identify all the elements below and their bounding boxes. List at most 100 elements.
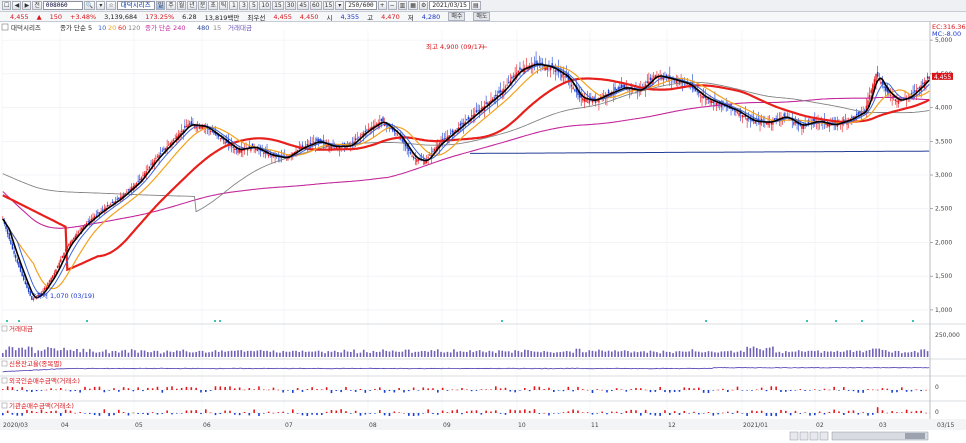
calendar-icon[interactable]: ▤ [470,1,481,10]
grid-icon[interactable]: ▦ [408,1,418,10]
candle-body [187,124,189,128]
horizontal-scrollbar[interactable] [831,431,929,441]
market-select[interactable]: 전 [32,1,42,10]
candle-body [238,149,241,153]
legend-checkbox-icon[interactable] [1,23,9,31]
volume-bar [704,352,707,357]
net-buy-bar [852,410,855,413]
net-buy-bar [50,411,52,413]
legend-ma120: 120 [128,24,140,32]
volume-bar [778,351,781,357]
period-tick-button[interactable]: 틱 [218,1,229,10]
bookmark-icon[interactable]: ☆ [106,1,116,10]
volume-bar [362,349,365,357]
reset-icon[interactable] [819,431,829,441]
volume-bar [333,350,336,357]
interval-1-button[interactable]: 1 [229,1,239,10]
net-buy-bar [804,412,806,414]
candle-body [888,90,890,94]
count-input[interactable]: 250/600 [345,1,377,10]
zoom-out-icon[interactable]: − [387,1,397,10]
interval-15-button[interactable]: 15 [272,1,284,10]
candle-body [733,109,735,111]
volume-bar [456,351,458,357]
period-second-button[interactable]: 초 [208,1,218,10]
scroll-left-icon[interactable] [789,431,799,441]
candle-body [685,83,687,85]
net-buy-bar [480,413,483,415]
arrow-right-icon[interactable]: ▶ [22,1,32,10]
candle-body [380,118,383,122]
history-icon[interactable]: ▾ [96,1,106,10]
net-buy-bar [524,387,526,390]
interval-5-button[interactable]: 5 [249,1,259,10]
net-buy-bar [272,387,275,390]
interval-45-button[interactable]: 45 [297,1,309,10]
panel-checkbox-icon[interactable] [1,360,8,367]
legend-trade-amount: 거래대금 [228,23,252,32]
candle-body [872,84,874,94]
quote-bar: 4,455 ▲ 150 +3.48% 3,139,684 173.25% 6.2… [0,12,966,22]
candle-body [451,130,454,133]
period-minute-button[interactable]: 분 [197,1,208,10]
chart-type-icon[interactable]: ▥ [397,1,408,10]
net-buy-bar [891,411,893,413]
stock-code-input[interactable]: 008060 [42,1,83,10]
sell-tag[interactable]: 매도 [473,12,491,21]
interval-60-button[interactable]: 60 [309,1,322,10]
panel-checkbox-icon[interactable] [1,402,8,409]
net-buy-bar [838,411,840,413]
volume-bar [185,351,188,357]
period-year-button[interactable]: 년 [187,1,197,10]
net-buy-bar [872,413,874,415]
legend-title: 대덕시리즈 [11,23,41,32]
candle-body [159,153,162,154]
arrow-left-icon[interactable]: ◀ [12,1,22,10]
net-buy-bar [480,389,483,390]
volume-bar [375,351,378,357]
date-input[interactable]: 2021/03/15 [429,1,470,10]
search-icon[interactable]: 🔍 [83,1,96,10]
stock-chart[interactable]: 거래대금 250,000 신용잔고율(종목별) 외국인순매수금액(거래소) 0 기관순매수… [0,22,966,443]
period-month-button[interactable]: 월 [176,1,187,10]
interval-3-button[interactable]: 3 [239,1,249,10]
net-buy-bar [838,390,840,391]
zoom-chart-icon[interactable] [809,431,819,441]
scrollbar-thumb[interactable] [905,433,925,439]
period-week-button[interactable]: 주 [166,1,176,10]
net-buy-bar [514,390,516,393]
interval-10-button[interactable]: 10 [259,1,272,10]
buy-tag[interactable]: 매수 [448,12,466,21]
interval-30-button[interactable]: 30 [284,1,297,10]
volume-bar [855,350,858,357]
x-tick-label: 02 [816,422,824,429]
net-buy-bar [388,413,391,417]
interval-custom-button[interactable]: 15 [322,1,335,10]
candle-body [19,265,22,272]
net-buy-bar [466,411,468,413]
settings-icon[interactable]: ⚙ [418,1,429,10]
candle-body [667,78,669,80]
volume-bar [504,351,507,357]
volume-bar [37,350,40,357]
panel-checkbox-icon[interactable] [1,325,8,332]
volume-bar [839,351,842,357]
net-buy-bar [69,390,72,392]
zoom-in-icon[interactable]: + [377,1,387,10]
corner-top-label: EC:316.36 [932,23,966,31]
panel-checkbox-icon[interactable] [1,377,8,384]
candle-body [855,113,858,116]
candle-body [52,275,54,279]
menu-icon[interactable]: ☐ [2,1,12,10]
scroll-right-icon[interactable] [799,431,809,441]
candle-body [53,272,56,276]
candle-body [495,94,497,97]
volume-bar [524,349,526,357]
dropdown-icon[interactable]: ▾ [335,1,345,10]
net-buy-bar [35,390,38,392]
net-buy-bar [586,412,589,413]
net-buy-bar [630,409,632,413]
volume-bar [427,351,429,357]
candle-body [79,229,81,231]
period-day-button[interactable]: 일 [155,1,166,10]
